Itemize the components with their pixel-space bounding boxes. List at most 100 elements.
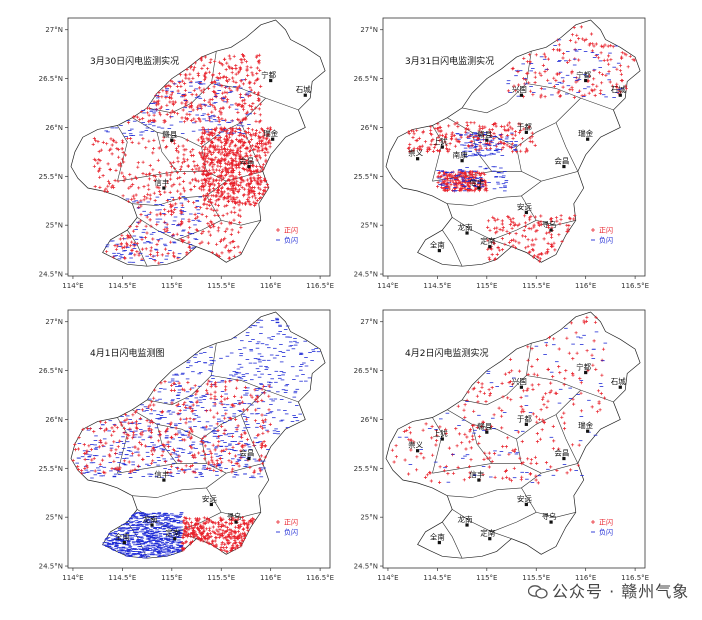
positive-strike: [202, 162, 206, 166]
city-marker: [269, 78, 273, 83]
city-marker: [247, 164, 251, 169]
positive-strike: [166, 209, 170, 214]
positive-strike: [250, 144, 255, 148]
positive-strike: [172, 160, 176, 164]
city-label: 会昌: [554, 156, 569, 166]
positive-strike: [234, 154, 238, 158]
county-boundary: [555, 122, 579, 172]
positive-strike: [189, 66, 193, 70]
positive-strike: [208, 203, 212, 207]
positive-strike: [610, 84, 615, 88]
positive-strike: [546, 241, 550, 245]
positive-strike: [144, 146, 148, 150]
positive-strike: [438, 139, 442, 143]
city-label: 南康: [453, 150, 468, 160]
positive-strike: [599, 89, 603, 93]
positive-strike: [619, 78, 624, 83]
positive-strike: [246, 147, 250, 151]
positive-strike: [203, 55, 207, 59]
positive-strike: [219, 165, 223, 169]
positive-strike: [228, 142, 232, 146]
positive-strike: [200, 240, 204, 244]
positive-strike: [186, 199, 190, 203]
positive-strike: [190, 93, 194, 97]
legend-negative-label: 负闪: [599, 236, 613, 245]
positive-strike: [206, 112, 210, 116]
positive-strike: [417, 136, 421, 140]
positive-strike: [243, 162, 247, 166]
positive-strike: [179, 73, 183, 77]
positive-strike: [215, 75, 219, 80]
positive-strike: [212, 225, 216, 229]
positive-strike: [444, 143, 449, 147]
positive-strike: [449, 136, 454, 140]
positive-strike: [249, 176, 253, 180]
positive-strike: [182, 153, 186, 157]
positive-strike: [200, 212, 204, 216]
positive-strike: [227, 199, 231, 203]
positive-strike: [460, 186, 464, 190]
positive-strike: [217, 76, 221, 81]
positive-strike: [500, 219, 504, 223]
positive-strike: [179, 84, 183, 88]
positive-strike: [185, 138, 189, 142]
positive-strike: [473, 171, 478, 175]
positive-strike: [219, 221, 223, 225]
positive-strike: [104, 187, 108, 191]
city-label: 宁都: [576, 70, 591, 80]
positive-strike: [135, 250, 139, 254]
x-tick-label: 114.5°E: [423, 574, 451, 582]
positive-strike: [122, 174, 126, 178]
positive-strike: [203, 103, 207, 108]
positive-strike: [215, 242, 219, 246]
positive-strike: [237, 139, 241, 144]
positive-strike: [266, 140, 271, 144]
y-tick-label: 27°N: [45, 318, 63, 326]
positive-strike: [225, 154, 229, 158]
positive-strike: [246, 73, 250, 77]
y-tick-label: 24.5°N: [354, 563, 378, 571]
positive-strike: [116, 147, 121, 152]
positive-strike: [256, 134, 261, 138]
positive-strike: [146, 192, 150, 196]
positive-strike: [184, 104, 188, 108]
x-tick-label: 116.5°E: [306, 282, 334, 290]
positive-strike: [212, 208, 216, 213]
positive-strike: [134, 193, 138, 197]
positive-strike: [117, 155, 121, 159]
positive-strike: [446, 150, 450, 154]
positive-strike: [227, 250, 231, 254]
positive-strike: [508, 218, 512, 222]
positive-strike: [506, 89, 511, 93]
y-tick-label: 25.5°N: [39, 465, 63, 473]
positive-strike: [559, 218, 563, 222]
positive-strike: [136, 161, 140, 165]
y-tick-label: 26°N: [45, 416, 63, 424]
positive-strike: [234, 188, 238, 192]
positive-strike: [239, 104, 243, 108]
positive-strike: [110, 185, 114, 189]
county-boundary: [117, 125, 128, 182]
positive-strike: [168, 85, 172, 89]
positive-strike: [232, 169, 236, 173]
positive-strike: [229, 148, 233, 152]
positive-strike: [243, 101, 247, 106]
positive-strike: [237, 118, 241, 122]
city-label: 寻乌: [542, 219, 557, 229]
positive-strike: [221, 106, 225, 110]
positive-strike: [206, 67, 210, 71]
positive-strike: [181, 108, 185, 112]
positive-strike: [465, 121, 469, 125]
positive-strike: [260, 165, 265, 169]
positive-strike: [239, 79, 243, 83]
positive-strike: [92, 136, 96, 141]
positive-strike: [112, 185, 116, 190]
positive-strike: [203, 98, 207, 102]
positive-strike: [197, 186, 202, 190]
positive-strike: [615, 82, 619, 86]
positive-strike: [196, 179, 200, 183]
positive-strike: [534, 53, 538, 57]
positive-strike: [184, 148, 188, 152]
positive-strike: [212, 189, 216, 193]
positive-strike: [206, 177, 210, 181]
